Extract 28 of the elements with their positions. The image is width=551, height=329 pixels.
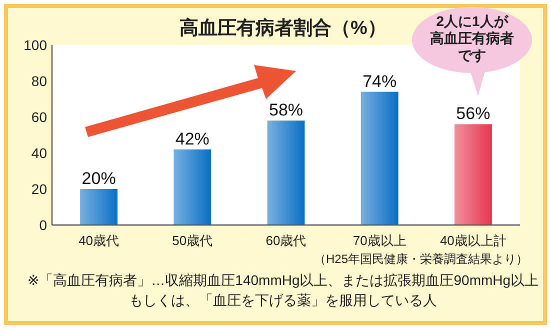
x-tick-label: 60歳代 [266,233,306,248]
y-tick-label: 0 [39,216,48,233]
x-tick-label: 40歳以上計 [440,233,506,248]
text: ※「高血圧有病者」…収縮期血圧140mmHg以上、または拡張期血圧90mmHg以上 [27,272,539,288]
bar [80,189,118,225]
y-tick-label: 100 [24,36,48,53]
x-tick-label: 40歳代 [78,233,120,248]
bar [267,120,305,225]
y-tick-label: 20 [31,180,48,197]
y-tick-label: 40 [31,144,48,161]
data-label: 56% [456,104,490,124]
y-tick-label: 80 [31,72,48,89]
data-label: 58% [268,100,304,120]
bar [174,149,212,225]
text: 2人に1人が [436,13,509,29]
chart-title: 高血圧有病者割合（%） [180,17,386,39]
data-label: 20% [82,169,116,188]
x-tick-label: 70歳以上 [352,233,406,248]
bar [454,124,492,225]
annotation: 高血圧有病者 [430,30,514,46]
data-label: 42% [175,129,210,148]
y-tick-label: 60 [31,108,48,125]
text: （H25年国民健康・栄養調査結果より） [314,252,528,266]
bar [360,92,398,225]
annotation: です [458,47,486,63]
x-tick-label: 50歳代 [172,233,213,248]
text: もしくは、「血圧を下げる薬」を服用している人 [129,292,437,308]
data-label: 74% [362,72,397,91]
